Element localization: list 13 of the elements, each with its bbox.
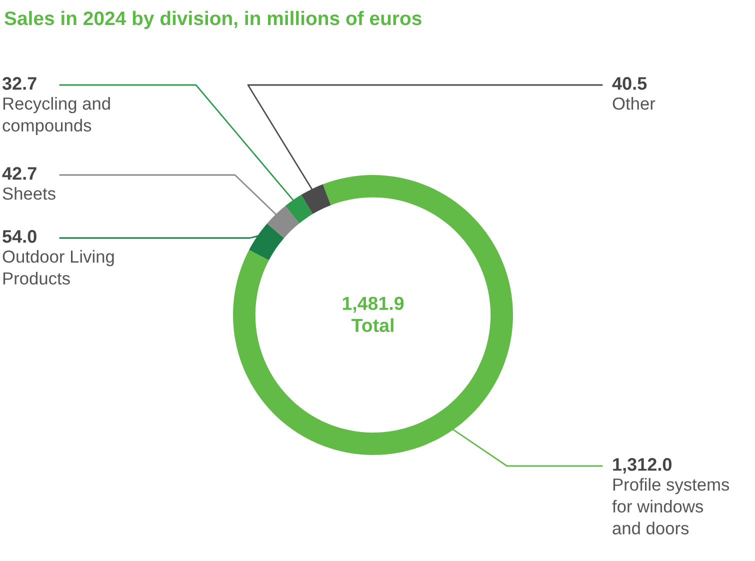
data-label: 1,312.0 [613, 458, 672, 474]
slice-label: Outdoor Living Products [2, 250, 114, 285]
data-label: 42.7 [2, 167, 36, 180]
slice-label: Recycling and compounds [2, 97, 110, 136]
text: 1,481.9 [342, 296, 404, 313]
data-label: 40.5 [612, 77, 647, 90]
slice-label: Profile systems for windows and doors [612, 478, 730, 534]
chart-title: Sales in 2024 by division, in millions of euros [4, 10, 422, 30]
data-label: 54.0 [2, 230, 36, 243]
slice-label: Other [612, 97, 656, 110]
text: Total [352, 318, 394, 332]
slice-label: Sheets [2, 187, 56, 200]
data-label: 32.7 [2, 77, 36, 90]
